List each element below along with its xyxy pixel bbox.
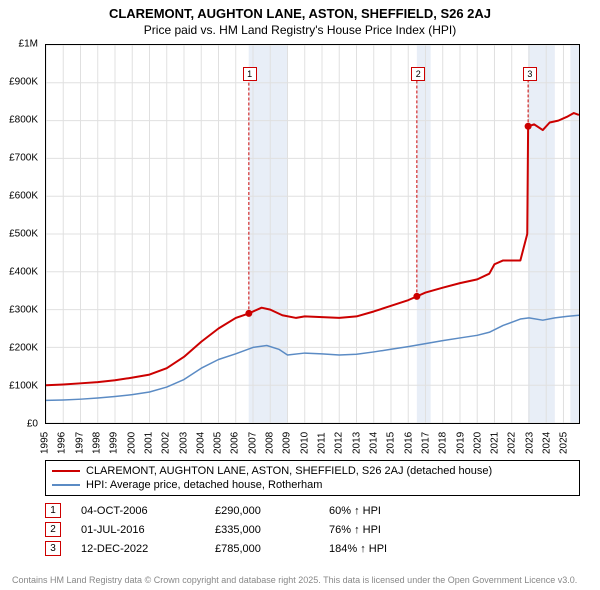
x-tick-label: 1998 — [91, 432, 102, 454]
sale-price: £335,000 — [215, 524, 325, 536]
disclaimer: Contains HM Land Registry data © Crown c… — [12, 575, 588, 586]
sale-marker-label: 1 — [243, 67, 257, 81]
x-tick-label: 1997 — [74, 432, 85, 454]
x-tick-label: 2011 — [317, 432, 328, 454]
x-tick-label: 2004 — [195, 432, 206, 454]
y-tick-label: £200K — [9, 343, 38, 354]
series-property — [46, 113, 579, 385]
x-axis: 1995199619971998199920002001200220032004… — [45, 426, 580, 456]
y-tick-label: £900K — [9, 77, 38, 88]
y-tick-label: £700K — [9, 153, 38, 164]
x-tick-label: 1995 — [40, 432, 51, 454]
sale-price: £290,000 — [215, 505, 325, 517]
chart-container: CLAREMONT, AUGHTON LANE, ASTON, SHEFFIEL… — [0, 0, 600, 590]
sale-index-box: 2 — [45, 522, 61, 537]
x-tick-label: 2014 — [368, 432, 379, 454]
x-tick-label: 2020 — [472, 432, 483, 454]
x-tick-label: 2015 — [386, 432, 397, 454]
x-tick-label: 2009 — [282, 432, 293, 454]
y-tick-label: £0 — [27, 419, 38, 430]
x-tick-label: 1999 — [109, 432, 120, 454]
sale-date: 01-JUL-2016 — [81, 524, 211, 536]
x-tick-label: 1996 — [57, 432, 68, 454]
legend-swatch — [52, 484, 80, 486]
sale-index-box: 3 — [45, 541, 61, 556]
sale-hpi: 60% ↑ HPI — [329, 505, 449, 517]
legend-label: HPI: Average price, detached house, Roth… — [86, 479, 322, 491]
y-tick-label: £1M — [19, 39, 38, 50]
sale-marker-label: 2 — [411, 67, 425, 81]
chart-plot-area: 1 2 3 — [45, 44, 580, 424]
x-tick-label: 2006 — [230, 432, 241, 454]
x-tick-label: 2000 — [126, 432, 137, 454]
x-tick-label: 2002 — [161, 432, 172, 454]
y-tick-label: £100K — [9, 381, 38, 392]
legend-row: HPI: Average price, detached house, Roth… — [52, 478, 573, 492]
sale-date: 12-DEC-2022 — [81, 543, 211, 555]
x-tick-label: 2019 — [455, 432, 466, 454]
x-tick-label: 2021 — [490, 432, 501, 454]
sale-index-box: 1 — [45, 503, 61, 518]
sale-marker-dot — [245, 310, 252, 317]
x-tick-label: 2018 — [438, 432, 449, 454]
title-main: CLAREMONT, AUGHTON LANE, ASTON, SHEFFIEL… — [0, 0, 600, 21]
sale-row: 1 04-OCT-2006 £290,000 60% ↑ HPI — [45, 501, 580, 520]
y-tick-label: £300K — [9, 305, 38, 316]
x-tick-label: 2023 — [524, 432, 535, 454]
x-tick-label: 2012 — [334, 432, 345, 454]
y-tick-label: £400K — [9, 267, 38, 278]
y-tick-label: £800K — [9, 115, 38, 126]
legend-swatch — [52, 470, 80, 472]
x-tick-label: 2010 — [299, 432, 310, 454]
x-tick-label: 2008 — [265, 432, 276, 454]
x-tick-label: 2005 — [213, 432, 224, 454]
y-axis: £0£100K£200K£300K£400K£500K£600K£700K£80… — [0, 44, 42, 424]
sale-row: 2 01-JUL-2016 £335,000 76% ↑ HPI — [45, 520, 580, 539]
x-tick-label: 2001 — [143, 432, 154, 454]
legend: CLAREMONT, AUGHTON LANE, ASTON, SHEFFIEL… — [45, 460, 580, 496]
x-tick-label: 2022 — [507, 432, 518, 454]
series-hpi — [46, 315, 579, 400]
x-tick-label: 2013 — [351, 432, 362, 454]
x-tick-label: 2017 — [420, 432, 431, 454]
sale-marker-dot — [413, 293, 420, 300]
sales-table: 1 04-OCT-2006 £290,000 60% ↑ HPI 2 01-JUL-201… — [45, 501, 580, 558]
sale-row: 3 12-DEC-2022 £785,000 184% ↑ HPI — [45, 539, 580, 558]
legend-label: CLAREMONT, AUGHTON LANE, ASTON, SHEFFIEL… — [86, 465, 492, 477]
x-tick-label: 2007 — [247, 432, 258, 454]
y-tick-label: £600K — [9, 191, 38, 202]
legend-row: CLAREMONT, AUGHTON LANE, ASTON, SHEFFIEL… — [52, 464, 573, 478]
sale-marker-label: 3 — [523, 67, 537, 81]
sale-price: £785,000 — [215, 543, 325, 555]
x-tick-label: 2024 — [542, 432, 553, 454]
x-tick-label: 2025 — [559, 432, 570, 454]
x-tick-label: 2003 — [178, 432, 189, 454]
x-tick-label: 2016 — [403, 432, 414, 454]
sale-hpi: 76% ↑ HPI — [329, 524, 449, 536]
title-sub: Price paid vs. HM Land Registry's House … — [0, 21, 600, 41]
sale-hpi: 184% ↑ HPI — [329, 543, 449, 555]
y-tick-label: £500K — [9, 229, 38, 240]
chart-svg — [46, 45, 579, 423]
sale-marker-dot — [525, 123, 532, 130]
sale-date: 04-OCT-2006 — [81, 505, 211, 517]
